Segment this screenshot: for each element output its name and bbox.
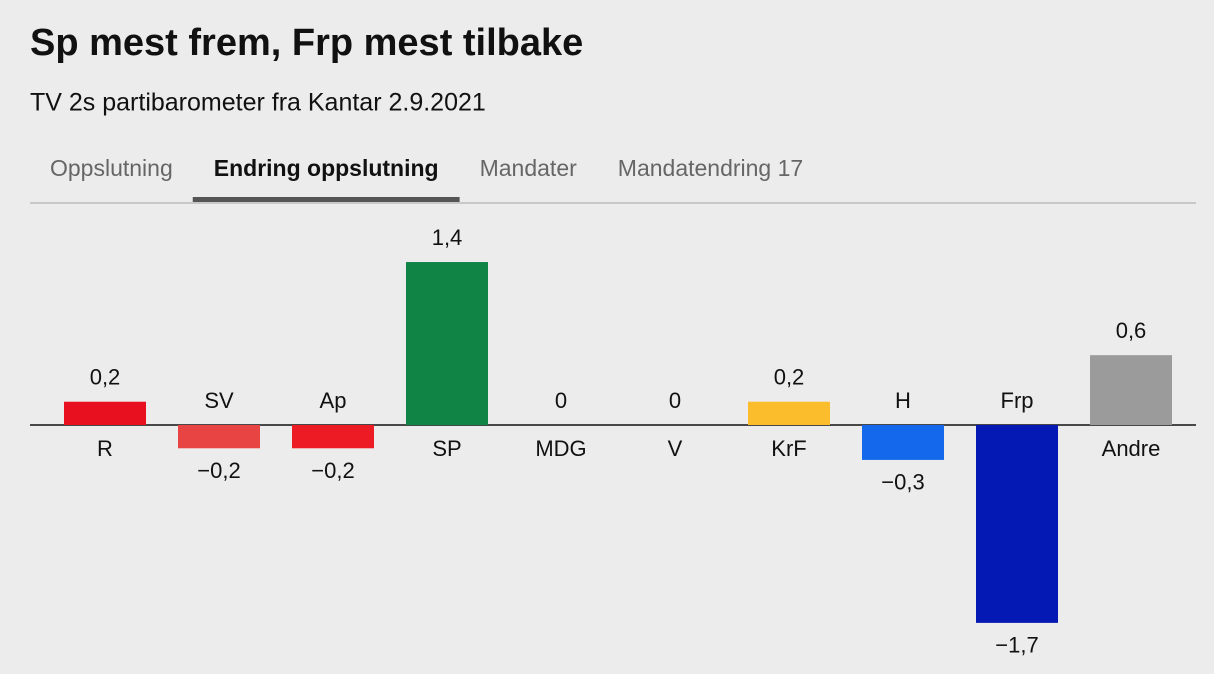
bar [748, 401, 830, 425]
value-label: 0,6 [1116, 318, 1147, 343]
tab[interactable]: Endring oppslutning [214, 155, 439, 181]
category-label: Frp [1001, 388, 1034, 413]
bar [1090, 355, 1172, 425]
chart-title: Sp mest frem, Frp mest tilbake [30, 22, 583, 64]
plot: R 0,2 SV −0,2 Ap −0,2 SP 1,4 MDG 0 V 0 KrF 0,2 H −0,3 Fr… [30, 225, 1196, 658]
category-label: Ap [320, 388, 347, 413]
value-label: 0,2 [774, 365, 805, 390]
bar [292, 425, 374, 449]
value-label: 0,2 [90, 365, 121, 390]
value-label: −0,2 [197, 458, 240, 483]
category-label: SP [432, 436, 461, 461]
tab-bar: Oppslutning Endring oppslutning Mandater Ma… [50, 155, 803, 202]
tab[interactable]: Mandatendring 17 [618, 155, 803, 181]
tab[interactable]: Mandater [480, 155, 578, 181]
category-label: R [97, 436, 113, 461]
value-label: 1,4 [432, 225, 463, 250]
category-label: H [895, 388, 911, 413]
bar [406, 262, 488, 425]
value-label: −0,3 [881, 470, 924, 495]
category-label: V [668, 436, 683, 461]
tab[interactable]: Oppslutning [50, 155, 173, 181]
category-label: SV [204, 388, 234, 413]
value-label: 0 [555, 388, 567, 413]
value-label: −1,7 [995, 633, 1038, 658]
category-label: MDG [535, 436, 586, 461]
chart-subtitle: TV 2s partibarometer fra Kantar 2.9.2021 [30, 89, 486, 117]
bar [178, 425, 260, 449]
value-label: −0,2 [311, 458, 354, 483]
bar [862, 425, 944, 460]
category-label: KrF [771, 436, 806, 461]
bar [64, 401, 146, 425]
value-label: 0 [669, 388, 681, 413]
category-label: Andre [1102, 436, 1161, 461]
bar [976, 425, 1058, 623]
active-tab-indicator [192, 197, 460, 202]
